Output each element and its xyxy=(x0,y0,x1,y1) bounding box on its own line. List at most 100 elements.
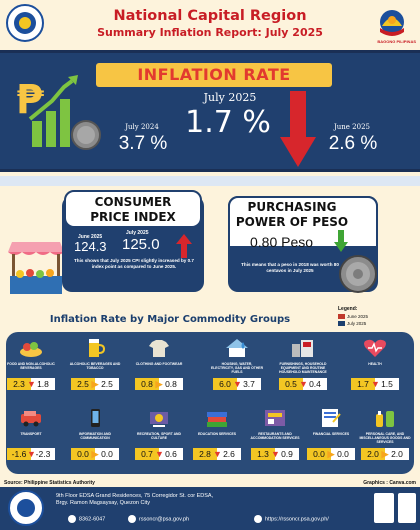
commodity-panel: FOOD AND NON-ALCOHOLIC BEVERAGES 2.3 1.8 ▼… xyxy=(6,332,414,474)
june-value: 1.3 xyxy=(251,448,275,460)
commodity-section-title: Inflation Rate by Major Commodity Groups xyxy=(49,314,291,325)
transport-icon xyxy=(21,411,41,427)
legend-item-june: June 2025 xyxy=(338,314,368,319)
commodity-values: 6.0 3.7 ▼ xyxy=(213,378,261,390)
equal-arrow-icon: ▶ xyxy=(155,379,163,389)
commodity-values: 0.7 0.6 ▼ xyxy=(135,448,183,460)
commodity-values: 2.5 2.5 ▶ xyxy=(71,378,119,390)
ppp-down-arrow-icon xyxy=(334,230,348,252)
july-value: 2.6 xyxy=(217,448,241,460)
commodity-label: INFORMATION AND COMMUNICATION xyxy=(79,432,111,440)
prev-year-value: 3.7 % xyxy=(118,133,168,154)
commodity-values: 2.3 1.8 ▼ xyxy=(7,378,55,390)
current-inflation-value: 1.7 % xyxy=(185,105,271,140)
commodity-label: TRANSPORT xyxy=(20,432,42,436)
down-arrow-icon xyxy=(280,91,316,167)
legend-title: Legend: xyxy=(338,306,358,312)
cpi-title-line2: PRICE INDEX xyxy=(90,210,176,224)
june-value: 0.8 xyxy=(135,378,159,390)
logo-caption: BAGONG PILIPINAS xyxy=(377,39,416,44)
july-value: -2.3 xyxy=(31,448,55,460)
cpi-title: CONSUMER PRICE INDEX xyxy=(64,190,202,228)
email-address[interactable]: rssoncr@psa.gov.ph xyxy=(139,516,190,523)
june-value: 0.5 xyxy=(279,378,303,390)
commodity-values: 0.0 0.0 ▶ xyxy=(71,448,119,460)
commodity-label: FOOD AND NON-ALCOHOLIC BEVERAGES xyxy=(7,362,55,370)
health-icon xyxy=(364,339,386,357)
phone-icon xyxy=(91,409,100,427)
header: National Capital Region Summary Inflatio… xyxy=(0,0,420,48)
down-arrow-icon: ▼ xyxy=(27,379,36,389)
june-value: 2.0 xyxy=(361,448,385,460)
commodity-label: FINANCIAL SERVICES xyxy=(312,432,350,436)
july-value: 3.7 xyxy=(237,378,261,390)
inflation-rate-heading: INFLATION RATE xyxy=(137,65,291,84)
finance-icon xyxy=(322,409,341,427)
commodity-values: 1.7 1.5 ▼ xyxy=(351,378,399,390)
july-value: 0.0 xyxy=(95,448,119,460)
equal-arrow-icon: ▶ xyxy=(327,449,335,459)
down-arrow-icon: ▼ xyxy=(213,449,222,459)
svg-text:₱: ₱ xyxy=(16,77,44,123)
certification-badge xyxy=(374,493,394,523)
food-icon xyxy=(20,342,42,357)
address-line-1: 9th Floor EDSA Grand Residences, 75 Corr… xyxy=(56,493,214,499)
globe-icon xyxy=(254,515,262,523)
commodity-label: ALCOHOLIC BEVERAGES AND TOBACCO xyxy=(69,362,121,370)
june-value: 2.3 xyxy=(7,378,31,390)
july-value: 2.0 xyxy=(385,448,409,460)
cpi-july-label: July 2025 xyxy=(126,230,149,236)
commodity-values: 0.5 0.4 ▼ xyxy=(279,378,327,390)
phone-number: 8362-6047 xyxy=(79,516,106,523)
commodity-values: 2.0 2.0 ▶ xyxy=(361,448,409,460)
footer-address: 9th Floor EDSA Grand Residences, 75 Corr… xyxy=(56,493,296,507)
june-value: 6.0 xyxy=(213,378,237,390)
commodity-values: 0.0 0.0 ▶ xyxy=(307,448,355,460)
down-arrow-icon: ▼ xyxy=(299,379,308,389)
commodity-label: FURNISHINGS, HOUSEHOLD EQUIPMENT AND ROU… xyxy=(279,362,327,374)
coin-icon xyxy=(71,120,101,150)
cpi-june-label: June 2025 xyxy=(78,234,103,240)
graphics-credit: Graphics : Canva.com xyxy=(363,480,416,486)
legend-item-july: July 2025 xyxy=(338,321,368,326)
phone-icon xyxy=(68,515,76,523)
psa-seal xyxy=(8,490,44,526)
july-value: 2.5 xyxy=(95,378,119,390)
website-link[interactable]: https://rssoncr.psa.gov.ph/ xyxy=(265,516,329,523)
july-value: 1.8 xyxy=(31,378,55,390)
footer-email[interactable]: rssoncr@psa.gov.ph xyxy=(128,515,189,523)
june-value: 0.0 xyxy=(307,448,331,460)
housing-icon xyxy=(226,339,248,357)
equal-arrow-icon: ▶ xyxy=(91,449,99,459)
cpi-june-value: 124.3 xyxy=(74,239,107,254)
june-value: 0.0 xyxy=(71,448,95,460)
ppp-header xyxy=(228,196,378,248)
june-value: 2.5 xyxy=(71,378,95,390)
bagong-pilipinas-logo: BAGONG PILIPINAS xyxy=(374,6,416,44)
commodity-label: HEALTH xyxy=(368,362,382,366)
legend-label-june: June 2025 xyxy=(347,314,369,319)
commodity-label: RESTAURANTS AND ACCOMMODATION SERVICES xyxy=(250,432,300,440)
ppp-note: This means that a peso in 2018 was worth… xyxy=(241,262,339,273)
july-value: 0.4 xyxy=(303,378,327,390)
recreation-icon xyxy=(150,412,168,427)
down-arrow-icon: ▼ xyxy=(155,449,164,459)
psa-logo xyxy=(6,4,44,42)
footer-phone: 8362-6047 xyxy=(68,515,105,523)
july-value: 0.0 xyxy=(331,448,355,460)
ppp-title-line1: PURCHASING xyxy=(247,200,337,214)
peso-growth-icon: ₱ xyxy=(16,75,78,147)
commodity-values: -1.6 -2.3 ▼ xyxy=(7,448,55,460)
inflation-rate-banner: INFLATION RATE xyxy=(96,63,332,87)
current-inflation-label: July 2025 xyxy=(203,91,257,104)
footer-website[interactable]: https://rssoncr.psa.gov.ph/ xyxy=(254,515,329,523)
footer: 9th Floor EDSA Grand Residences, 75 Corr… xyxy=(0,487,420,530)
prev-month-label: June 2025 xyxy=(333,123,370,131)
june-value: 2.8 xyxy=(193,448,217,460)
july-value: 0.9 xyxy=(275,448,299,460)
personal-care-icon xyxy=(376,411,394,427)
cpi-title-line1: CONSUMER xyxy=(94,195,172,209)
equal-arrow-icon: ▶ xyxy=(91,379,99,389)
commodity-label: HOUSING, WATER, ELECTRICITY, GAS AND OTH… xyxy=(210,362,264,374)
